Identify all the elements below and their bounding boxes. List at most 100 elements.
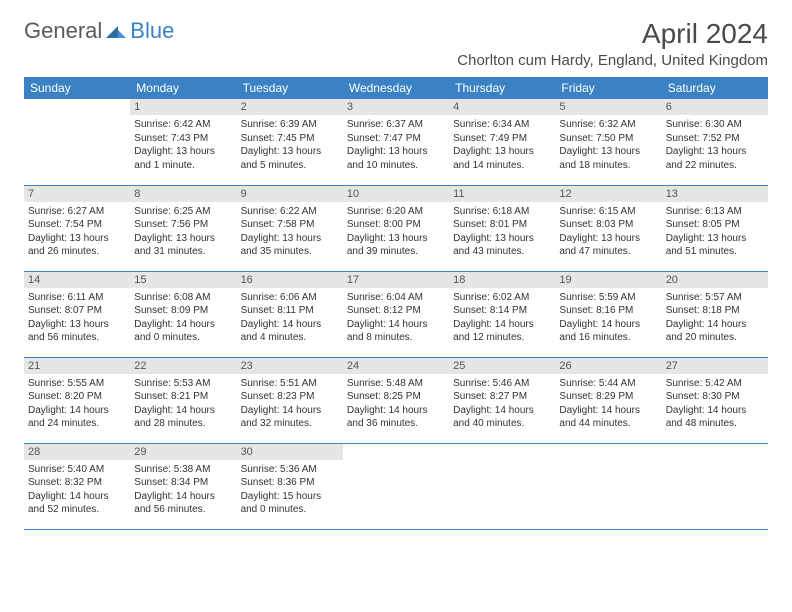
- daylight-text: Daylight: 13 hours and 51 minutes.: [666, 232, 764, 259]
- day-details: Sunrise: 5:57 AMSunset: 8:18 PMDaylight:…: [662, 288, 768, 349]
- day-details: Sunrise: 6:11 AMSunset: 8:07 PMDaylight:…: [24, 288, 130, 349]
- sunset-text: Sunset: 7:49 PM: [453, 132, 551, 146]
- sunrise-text: Sunrise: 6:20 AM: [347, 205, 445, 219]
- sunset-text: Sunset: 8:32 PM: [28, 476, 126, 490]
- day-number: 20: [662, 272, 768, 288]
- calendar-day-cell: [343, 443, 449, 529]
- sunset-text: Sunset: 8:23 PM: [241, 390, 339, 404]
- daylight-text: Daylight: 15 hours and 0 minutes.: [241, 490, 339, 517]
- daylight-text: Daylight: 14 hours and 44 minutes.: [559, 404, 657, 431]
- sunset-text: Sunset: 8:21 PM: [134, 390, 232, 404]
- sunrise-text: Sunrise: 6:27 AM: [28, 205, 126, 219]
- daylight-text: Daylight: 13 hours and 1 minute.: [134, 145, 232, 172]
- weekday-header: Thursday: [449, 77, 555, 99]
- day-number: 27: [662, 358, 768, 374]
- calendar-day-cell: 7Sunrise: 6:27 AMSunset: 7:54 PMDaylight…: [24, 185, 130, 271]
- daylight-text: Daylight: 13 hours and 22 minutes.: [666, 145, 764, 172]
- day-details: Sunrise: 6:02 AMSunset: 8:14 PMDaylight:…: [449, 288, 555, 349]
- daylight-text: Daylight: 13 hours and 5 minutes.: [241, 145, 339, 172]
- day-number: 15: [130, 272, 236, 288]
- sunset-text: Sunset: 8:34 PM: [134, 476, 232, 490]
- calendar-day-cell: 13Sunrise: 6:13 AMSunset: 8:05 PMDayligh…: [662, 185, 768, 271]
- day-number: 22: [130, 358, 236, 374]
- daylight-text: Daylight: 14 hours and 16 minutes.: [559, 318, 657, 345]
- day-number: 21: [24, 358, 130, 374]
- calendar-day-cell: 15Sunrise: 6:08 AMSunset: 8:09 PMDayligh…: [130, 271, 236, 357]
- header: General Blue April 2024 Chorlton cum Har…: [24, 18, 768, 69]
- day-number: 10: [343, 186, 449, 202]
- sunrise-text: Sunrise: 5:38 AM: [134, 463, 232, 477]
- calendar-day-cell: 10Sunrise: 6:20 AMSunset: 8:00 PMDayligh…: [343, 185, 449, 271]
- calendar-body: 1Sunrise: 6:42 AMSunset: 7:43 PMDaylight…: [24, 99, 768, 529]
- day-number: 30: [237, 444, 343, 460]
- calendar-day-cell: 4Sunrise: 6:34 AMSunset: 7:49 PMDaylight…: [449, 99, 555, 185]
- daylight-text: Daylight: 14 hours and 8 minutes.: [347, 318, 445, 345]
- calendar-day-cell: 25Sunrise: 5:46 AMSunset: 8:27 PMDayligh…: [449, 357, 555, 443]
- calendar-week-row: 1Sunrise: 6:42 AMSunset: 7:43 PMDaylight…: [24, 99, 768, 185]
- sunrise-text: Sunrise: 6:04 AM: [347, 291, 445, 305]
- day-number: 7: [24, 186, 130, 202]
- daylight-text: Daylight: 13 hours and 26 minutes.: [28, 232, 126, 259]
- logo-text-blue: Blue: [130, 18, 174, 44]
- day-details: Sunrise: 6:15 AMSunset: 8:03 PMDaylight:…: [555, 202, 661, 263]
- day-details: Sunrise: 6:25 AMSunset: 7:56 PMDaylight:…: [130, 202, 236, 263]
- sunrise-text: Sunrise: 5:51 AM: [241, 377, 339, 391]
- sunrise-text: Sunrise: 6:06 AM: [241, 291, 339, 305]
- sunset-text: Sunset: 8:30 PM: [666, 390, 764, 404]
- day-number: [24, 99, 130, 115]
- daylight-text: Daylight: 13 hours and 56 minutes.: [28, 318, 126, 345]
- day-details: Sunrise: 6:39 AMSunset: 7:45 PMDaylight:…: [237, 115, 343, 176]
- day-details: Sunrise: 5:40 AMSunset: 8:32 PMDaylight:…: [24, 460, 130, 521]
- day-details: Sunrise: 6:20 AMSunset: 8:00 PMDaylight:…: [343, 202, 449, 263]
- sunset-text: Sunset: 8:16 PM: [559, 304, 657, 318]
- calendar-day-cell: 3Sunrise: 6:37 AMSunset: 7:47 PMDaylight…: [343, 99, 449, 185]
- day-details: Sunrise: 5:48 AMSunset: 8:25 PMDaylight:…: [343, 374, 449, 435]
- calendar-day-cell: [24, 99, 130, 185]
- day-number: 8: [130, 186, 236, 202]
- sunrise-text: Sunrise: 6:13 AM: [666, 205, 764, 219]
- day-number: 29: [130, 444, 236, 460]
- sunrise-text: Sunrise: 5:48 AM: [347, 377, 445, 391]
- calendar-day-cell: 12Sunrise: 6:15 AMSunset: 8:03 PMDayligh…: [555, 185, 661, 271]
- logo-text-general: General: [24, 18, 102, 44]
- calendar-day-cell: 18Sunrise: 6:02 AMSunset: 8:14 PMDayligh…: [449, 271, 555, 357]
- calendar-day-cell: 6Sunrise: 6:30 AMSunset: 7:52 PMDaylight…: [662, 99, 768, 185]
- calendar-week-row: 7Sunrise: 6:27 AMSunset: 7:54 PMDaylight…: [24, 185, 768, 271]
- day-number: 5: [555, 99, 661, 115]
- location-text: Chorlton cum Hardy, England, United King…: [457, 52, 768, 69]
- sunset-text: Sunset: 8:18 PM: [666, 304, 764, 318]
- day-number: [449, 444, 555, 460]
- day-number: 1: [130, 99, 236, 115]
- daylight-text: Daylight: 14 hours and 0 minutes.: [134, 318, 232, 345]
- day-details: Sunrise: 5:55 AMSunset: 8:20 PMDaylight:…: [24, 374, 130, 435]
- day-number: 11: [449, 186, 555, 202]
- day-details: Sunrise: 5:44 AMSunset: 8:29 PMDaylight:…: [555, 374, 661, 435]
- day-number: 4: [449, 99, 555, 115]
- day-number: 18: [449, 272, 555, 288]
- day-details: Sunrise: 5:53 AMSunset: 8:21 PMDaylight:…: [130, 374, 236, 435]
- day-number: 19: [555, 272, 661, 288]
- calendar-day-cell: 24Sunrise: 5:48 AMSunset: 8:25 PMDayligh…: [343, 357, 449, 443]
- sunset-text: Sunset: 7:45 PM: [241, 132, 339, 146]
- calendar-day-cell: 27Sunrise: 5:42 AMSunset: 8:30 PMDayligh…: [662, 357, 768, 443]
- sunrise-text: Sunrise: 5:42 AM: [666, 377, 764, 391]
- weekday-header: Sunday: [24, 77, 130, 99]
- calendar-day-cell: 20Sunrise: 5:57 AMSunset: 8:18 PMDayligh…: [662, 271, 768, 357]
- day-number: 26: [555, 358, 661, 374]
- sunset-text: Sunset: 7:50 PM: [559, 132, 657, 146]
- sunset-text: Sunset: 8:07 PM: [28, 304, 126, 318]
- sunset-text: Sunset: 7:56 PM: [134, 218, 232, 232]
- daylight-text: Daylight: 14 hours and 12 minutes.: [453, 318, 551, 345]
- calendar-week-row: 21Sunrise: 5:55 AMSunset: 8:20 PMDayligh…: [24, 357, 768, 443]
- logo: General Blue: [24, 18, 174, 44]
- sunrise-text: Sunrise: 6:37 AM: [347, 118, 445, 132]
- calendar-day-cell: 26Sunrise: 5:44 AMSunset: 8:29 PMDayligh…: [555, 357, 661, 443]
- daylight-text: Daylight: 14 hours and 40 minutes.: [453, 404, 551, 431]
- sunrise-text: Sunrise: 6:25 AM: [134, 205, 232, 219]
- sunset-text: Sunset: 8:12 PM: [347, 304, 445, 318]
- weekday-header: Monday: [130, 77, 236, 99]
- sunrise-text: Sunrise: 6:18 AM: [453, 205, 551, 219]
- calendar-week-row: 28Sunrise: 5:40 AMSunset: 8:32 PMDayligh…: [24, 443, 768, 529]
- day-details: Sunrise: 6:04 AMSunset: 8:12 PMDaylight:…: [343, 288, 449, 349]
- calendar-day-cell: 1Sunrise: 6:42 AMSunset: 7:43 PMDaylight…: [130, 99, 236, 185]
